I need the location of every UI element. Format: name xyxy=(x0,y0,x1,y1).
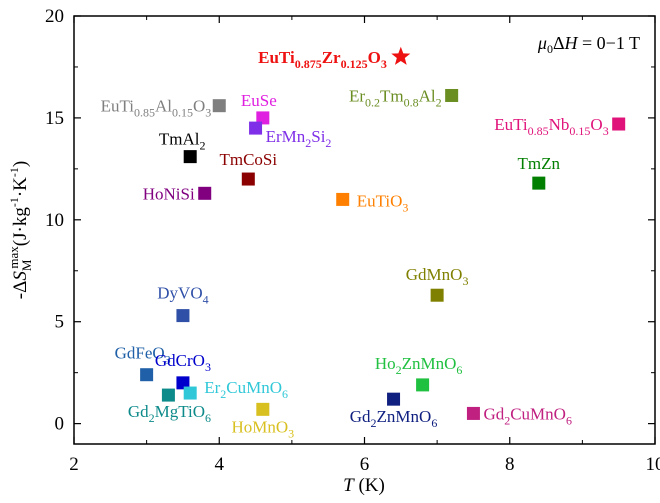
square-marker-tmcosi xyxy=(241,172,255,186)
square-marker-tmal2 xyxy=(183,150,197,164)
star-marker-euti0-875zr0-125o3 xyxy=(391,46,411,65)
x-axis-title: T (K) xyxy=(343,475,385,496)
square-marker-dyvo4 xyxy=(176,309,190,323)
point-label-gdcro3: GdCrO3 xyxy=(155,351,211,374)
point-label-tmzn: TmZn xyxy=(518,154,561,173)
point-label-euti0-85al0-15o3: EuTi0.85Al0.15O3 xyxy=(101,97,212,120)
point-label-gdmno3: GdMnO3 xyxy=(406,265,469,288)
point-label-er2cumno6: Er2CuMnO6 xyxy=(204,378,288,401)
point-label-gd2mgtio6: Gd2MgTiO6 xyxy=(128,402,211,425)
x-tick-label: 8 xyxy=(505,454,515,475)
point-labels: EuTi0.875Zr0.125O3 EuTi0.85Al0.15O3 EuSe Er… xyxy=(101,48,609,441)
y-tick-label: 5 xyxy=(55,312,65,333)
square-marker-gd2cumno6 xyxy=(466,406,480,420)
square-marker-homno3 xyxy=(256,402,270,416)
y-axis-title: -ΔSMmax(J·kg-1·K-1) xyxy=(6,161,34,299)
plot-frame xyxy=(73,15,656,445)
point-label-euse: EuSe xyxy=(241,91,277,110)
y-tick-label: 0 xyxy=(55,414,65,435)
point-label-gdfeo3: GdFeO3 xyxy=(115,344,171,367)
x-tick-label: 6 xyxy=(360,454,370,475)
square-marker-euse xyxy=(256,111,270,125)
square-marker-gd2znmno6 xyxy=(387,392,401,406)
y-tick-label: 20 xyxy=(45,6,64,27)
square-marker-gdmno3 xyxy=(430,288,444,302)
point-label-gd2cumno6: Gd2CuMnO6 xyxy=(483,404,572,427)
data-markers xyxy=(140,46,626,420)
x-tick-label: 4 xyxy=(215,454,225,475)
square-marker-tmzn xyxy=(532,176,546,190)
x-tick-label: 10 xyxy=(646,454,660,475)
point-label-dyvo4: DyVO4 xyxy=(157,284,208,307)
square-marker-gd2mgtio6 xyxy=(161,388,175,402)
square-marker-gdcro3 xyxy=(176,376,190,390)
point-label-tmcosi: TmCoSi xyxy=(219,150,277,169)
square-marker-er2cumno6 xyxy=(183,386,197,400)
square-marker-er0-2tm0-8al2 xyxy=(445,88,459,102)
square-marker-gdfeo3 xyxy=(140,368,154,382)
point-label-euti0-875zr0-125o3: EuTi0.875Zr0.125O3 xyxy=(258,48,387,71)
y-tick-label: 15 xyxy=(45,108,64,129)
y-tick-label: 10 xyxy=(45,210,64,231)
field-annotation: μ0ΔH = 0−1 T xyxy=(537,33,640,56)
point-label-honisi: HoNiSi xyxy=(143,184,195,203)
square-marker-ho2znmno6 xyxy=(416,378,430,392)
x-tick-label: 2 xyxy=(69,454,79,475)
axis-tick-labels: 2 4 6 8 10 0 5 10 15 20 xyxy=(45,6,660,475)
point-label-eutio3: EuTiO3 xyxy=(357,191,409,214)
square-marker-ermn2si2 xyxy=(249,121,263,135)
point-label-gd2znmno6: Gd2ZnMnO6 xyxy=(350,407,438,430)
square-marker-eutio3 xyxy=(336,192,350,206)
square-marker-honisi xyxy=(198,186,212,200)
square-marker-euti0-85nb0-15o3 xyxy=(612,117,626,131)
point-label-er0-2tm0-8al2: Er0.2Tm0.8Al2 xyxy=(349,86,442,109)
point-label-tmal2: TmAl2 xyxy=(159,130,206,153)
point-label-euti0-85nb0-15o3: EuTi0.85Nb0.15O3 xyxy=(494,115,608,138)
point-label-homno3: HoMnO3 xyxy=(231,417,294,440)
point-label-ermn2si2: ErMn2Si2 xyxy=(266,127,332,150)
axis-ticks xyxy=(73,15,656,444)
square-marker-euti0-85al0-15o3 xyxy=(212,99,226,113)
point-label-ho2znmno6: Ho2ZnMnO6 xyxy=(375,354,463,377)
